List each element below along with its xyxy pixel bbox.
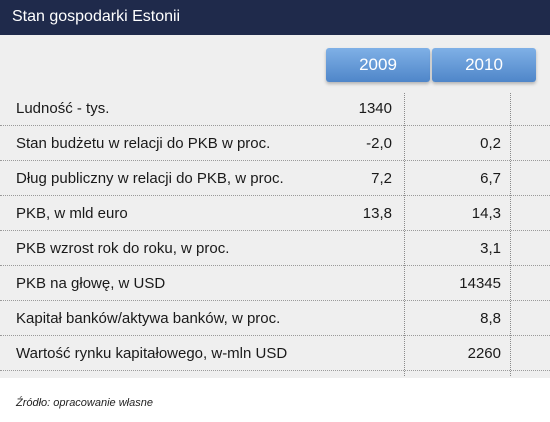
column-header-2010: 2010 [432, 48, 536, 82]
table-row: PKB na głowę, w USD 14345 [0, 266, 550, 301]
value-2009: 1340 [358, 100, 392, 117]
row-label: Ludność - tys. [16, 100, 110, 117]
table-row: Wartość rynku kapitałowego, w-mln USD 226… [0, 336, 550, 371]
source-note: Źródło: opracowanie własne [16, 397, 153, 409]
table-row: Ludność - tys. 1340 [0, 91, 550, 126]
row-label: PKB wzrost rok do roku, w proc. [16, 240, 230, 257]
table-row: Dług publiczny w relacji do PKB, w proc.… [0, 161, 550, 196]
row-label: PKB na głowę, w USD [16, 275, 166, 292]
row-label: Kapitał banków/aktywa banków, w proc. [16, 310, 281, 327]
value-2010: 14345 [459, 275, 501, 292]
value-2010: 14,3 [471, 205, 501, 222]
row-label: Wartość rynku kapitałowego, w-mln USD [16, 345, 288, 362]
value-2010: 2260 [467, 345, 501, 362]
table-row: PKB wzrost rok do roku, w proc. 3,1 [0, 231, 550, 266]
column-divider [404, 93, 405, 376]
value-2010: 8,8 [480, 310, 501, 327]
value-2010: 3,1 [480, 240, 501, 257]
table-panel [0, 35, 550, 378]
value-2010: 0,2 [480, 135, 501, 152]
table-row: Kapitał banków/aktywa banków, w proc. 8,8 [0, 301, 550, 336]
column-divider [510, 93, 511, 376]
table-row: Stan budżetu w relacji do PKB w proc. -2,… [0, 126, 550, 161]
table-row: PKB, w mld euro 13,8 14,3 [0, 196, 550, 231]
value-2010: 6,7 [480, 170, 501, 187]
row-label: Stan budżetu w relacji do PKB w proc. [16, 135, 271, 152]
value-2009: 7,2 [371, 170, 392, 187]
value-2009: -2,0 [366, 135, 392, 152]
row-label: Dług publiczny w relacji do PKB, w proc. [16, 170, 284, 187]
row-label: PKB, w mld euro [16, 205, 128, 222]
title-bar: Stan gospodarki Estonii [0, 0, 550, 35]
page-title: Stan gospodarki Estonii [12, 8, 181, 25]
column-header-2009: 2009 [326, 48, 430, 82]
value-2009: 13,8 [362, 205, 392, 222]
